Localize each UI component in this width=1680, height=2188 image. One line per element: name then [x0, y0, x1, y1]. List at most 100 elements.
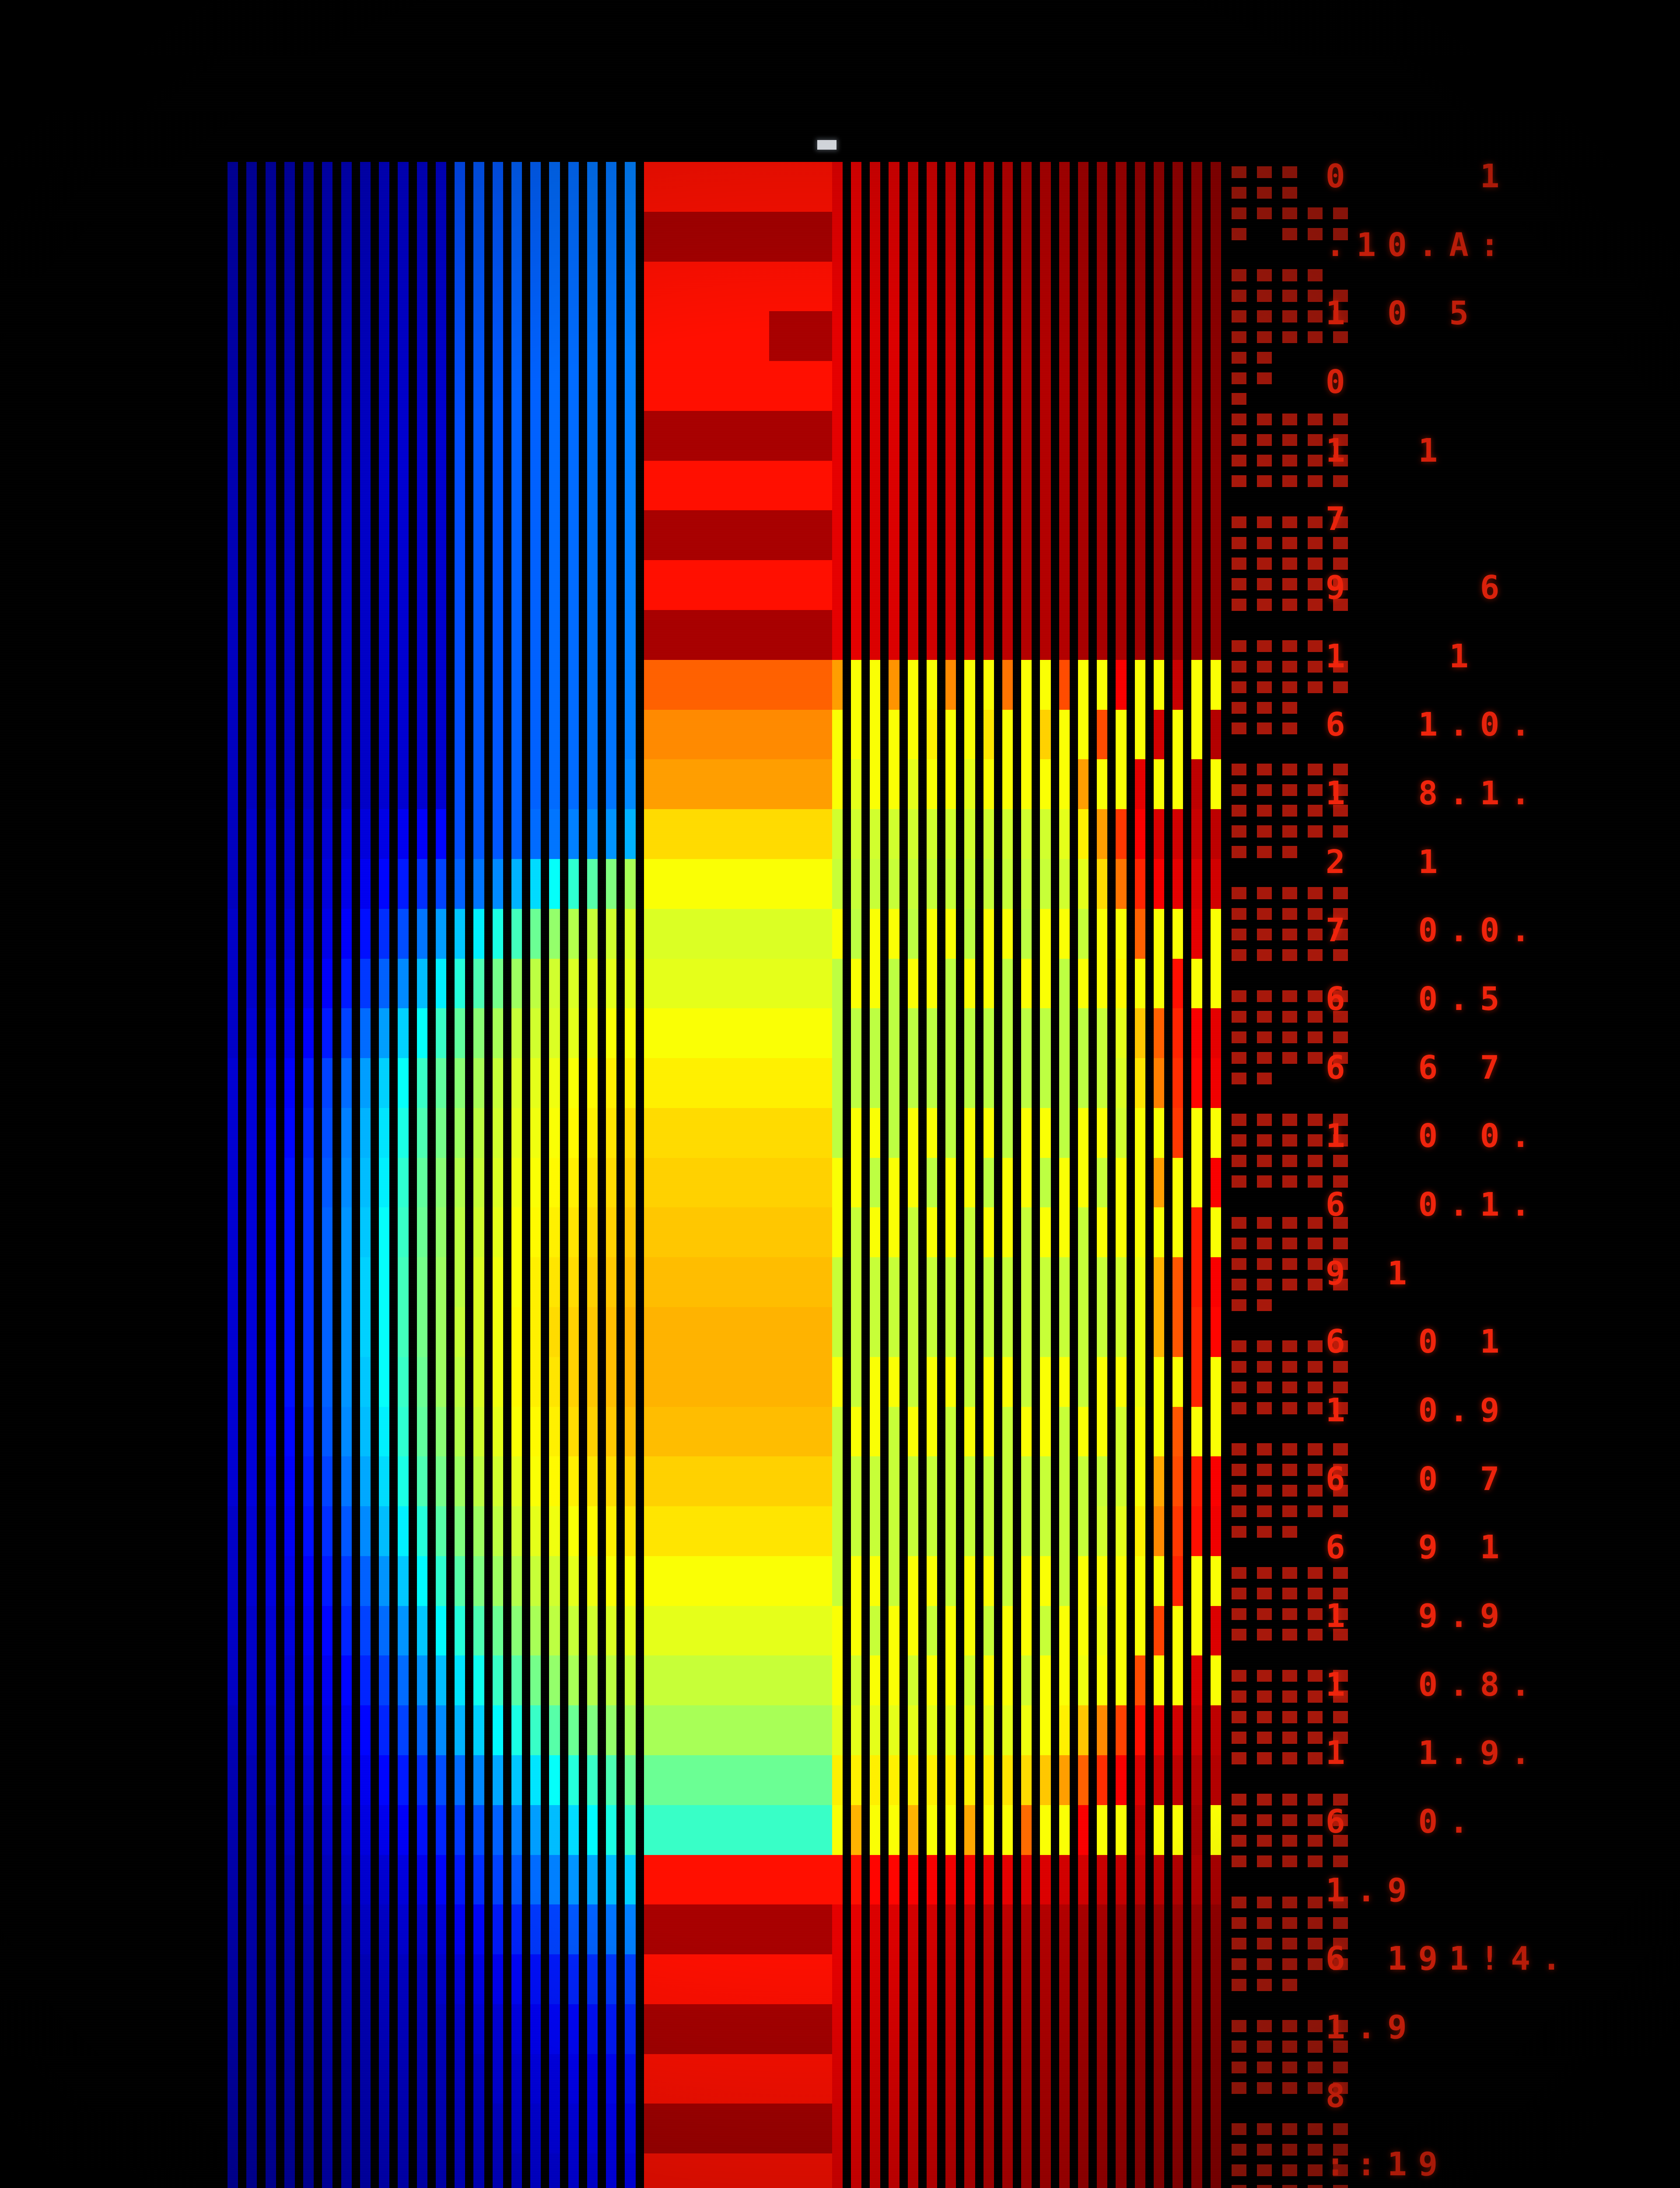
dot-matrix-dot	[1308, 1587, 1323, 1600]
heatmap-cell	[303, 1705, 314, 1755]
heatmap-cell	[1040, 1357, 1051, 1407]
heatmap-cell	[644, 1108, 707, 1158]
heatmap-cell	[945, 1855, 956, 1905]
heatmap-cell	[1002, 2004, 1013, 2054]
heatmap-cell	[1116, 162, 1127, 212]
heatmap-cell	[1097, 2153, 1108, 2188]
dot-matrix-dot	[1257, 1629, 1272, 1641]
heatmap-cell	[1040, 1855, 1051, 1905]
heatmap-cell	[1172, 1008, 1183, 1059]
dot-matrix-dot	[1232, 2082, 1246, 2094]
heatmap-cell	[587, 1655, 598, 1706]
heatmap-cell	[964, 1357, 975, 1407]
dot-matrix-dot	[1333, 290, 1348, 302]
heatmap-cell	[1078, 1357, 1089, 1407]
heatmap-cell	[870, 361, 881, 411]
numeral-line: 7	[1326, 500, 1357, 538]
dot-matrix-dot	[1308, 681, 1323, 694]
heatmap-cell	[587, 809, 598, 859]
dot-matrix-dot	[1308, 1896, 1323, 1909]
heatmap-cell	[1097, 1705, 1108, 1755]
heatmap-cell	[1172, 2104, 1183, 2154]
dot-matrix-dot	[1257, 599, 1272, 611]
heatmap-cell	[1002, 709, 1013, 760]
heatmap-cell	[1134, 759, 1145, 810]
heatmap-cell	[228, 610, 238, 660]
heatmap-cell	[644, 1456, 707, 1507]
heatmap-cell	[1134, 2153, 1145, 2188]
heatmap-cell	[1210, 1506, 1221, 1556]
heatmap-cell	[416, 311, 427, 361]
heatmap-cell	[1021, 2104, 1032, 2154]
heatmap-cell	[473, 709, 484, 760]
heatmap-cell	[1153, 1207, 1165, 1258]
heatmap-cell	[769, 659, 832, 710]
heatmap-cell	[1021, 809, 1032, 859]
heatmap-cell	[587, 410, 598, 461]
dot-matrix-dot	[1257, 928, 1272, 940]
heatmap-column	[1002, 162, 1013, 2188]
heatmap-cell	[228, 510, 238, 561]
heatmap-cell	[625, 560, 636, 610]
heatmap-cell	[246, 1606, 257, 1656]
heatmap-cell	[644, 958, 707, 1009]
heatmap-cell	[1078, 1257, 1089, 1307]
heatmap-plot[interactable]	[228, 162, 1229, 2188]
heatmap-cell	[644, 859, 707, 909]
heatmap-cell	[303, 610, 314, 660]
heatmap-cell	[1153, 2004, 1165, 2054]
heatmap-cell	[322, 1456, 333, 1507]
heatmap-cell	[1210, 560, 1221, 610]
heatmap-cell	[492, 958, 503, 1009]
heatmap-cell	[1021, 1456, 1032, 1507]
heatmap-cell	[398, 361, 409, 411]
heatmap-cell	[1097, 410, 1108, 461]
heatmap-cell	[530, 908, 541, 959]
heatmap-cell	[1191, 1805, 1202, 1855]
heatmap-cell	[889, 1357, 900, 1407]
heatmap-cell	[492, 659, 503, 710]
heatmap-cell	[228, 1506, 238, 1556]
heatmap-cell	[964, 1755, 975, 1805]
heatmap-cell	[926, 1058, 938, 1108]
heatmap-cell	[568, 1307, 579, 1357]
heatmap-cell	[1210, 1357, 1221, 1407]
heatmap-cell	[416, 1257, 427, 1307]
heatmap-cell	[769, 1855, 832, 1905]
heatmap-cell	[1134, 1157, 1145, 1208]
heatmap-cell	[284, 1406, 295, 1457]
heatmap-cell	[228, 1805, 238, 1855]
dot-matrix-dot	[1333, 764, 1348, 776]
heatmap-cell	[398, 510, 409, 561]
heatmap-cell	[850, 1904, 862, 1955]
heatmap-cell	[1078, 211, 1089, 262]
dot-matrix-dot	[1282, 1793, 1297, 1806]
heatmap-cell	[322, 2054, 333, 2104]
heatmap-cell	[549, 1855, 560, 1905]
heatmap-cell	[1059, 1506, 1070, 1556]
heatmap-cell	[964, 859, 975, 909]
heatmap-cell	[530, 560, 541, 610]
heatmap-cell	[530, 2104, 541, 2154]
heatmap-cell	[1116, 1157, 1127, 1208]
heatmap-cell	[945, 1406, 956, 1457]
heatmap-cell	[1191, 1506, 1202, 1556]
dot-matrix-dot	[1308, 1938, 1323, 1950]
heatmap-cell	[530, 610, 541, 660]
dot-matrix-dot	[1257, 1340, 1272, 1353]
heatmap-cell	[246, 809, 257, 859]
heatmap-cell	[1134, 1406, 1145, 1457]
heatmap-cell	[1040, 859, 1051, 909]
heatmap-cell	[644, 1506, 707, 1556]
heatmap-cell	[398, 1755, 409, 1805]
numeral-line: ::19	[1326, 2146, 1449, 2184]
heatmap-cell	[1059, 460, 1070, 511]
heatmap-cell	[303, 908, 314, 959]
heatmap-cell	[265, 2054, 276, 2104]
heatmap-cell	[549, 2054, 560, 2104]
heatmap-cell	[1078, 1108, 1089, 1158]
heatmap-cell	[284, 1456, 295, 1507]
dot-matrix-dot	[1257, 2020, 1272, 2032]
heatmap-cell	[1153, 809, 1165, 859]
heatmap-cell	[435, 460, 447, 511]
